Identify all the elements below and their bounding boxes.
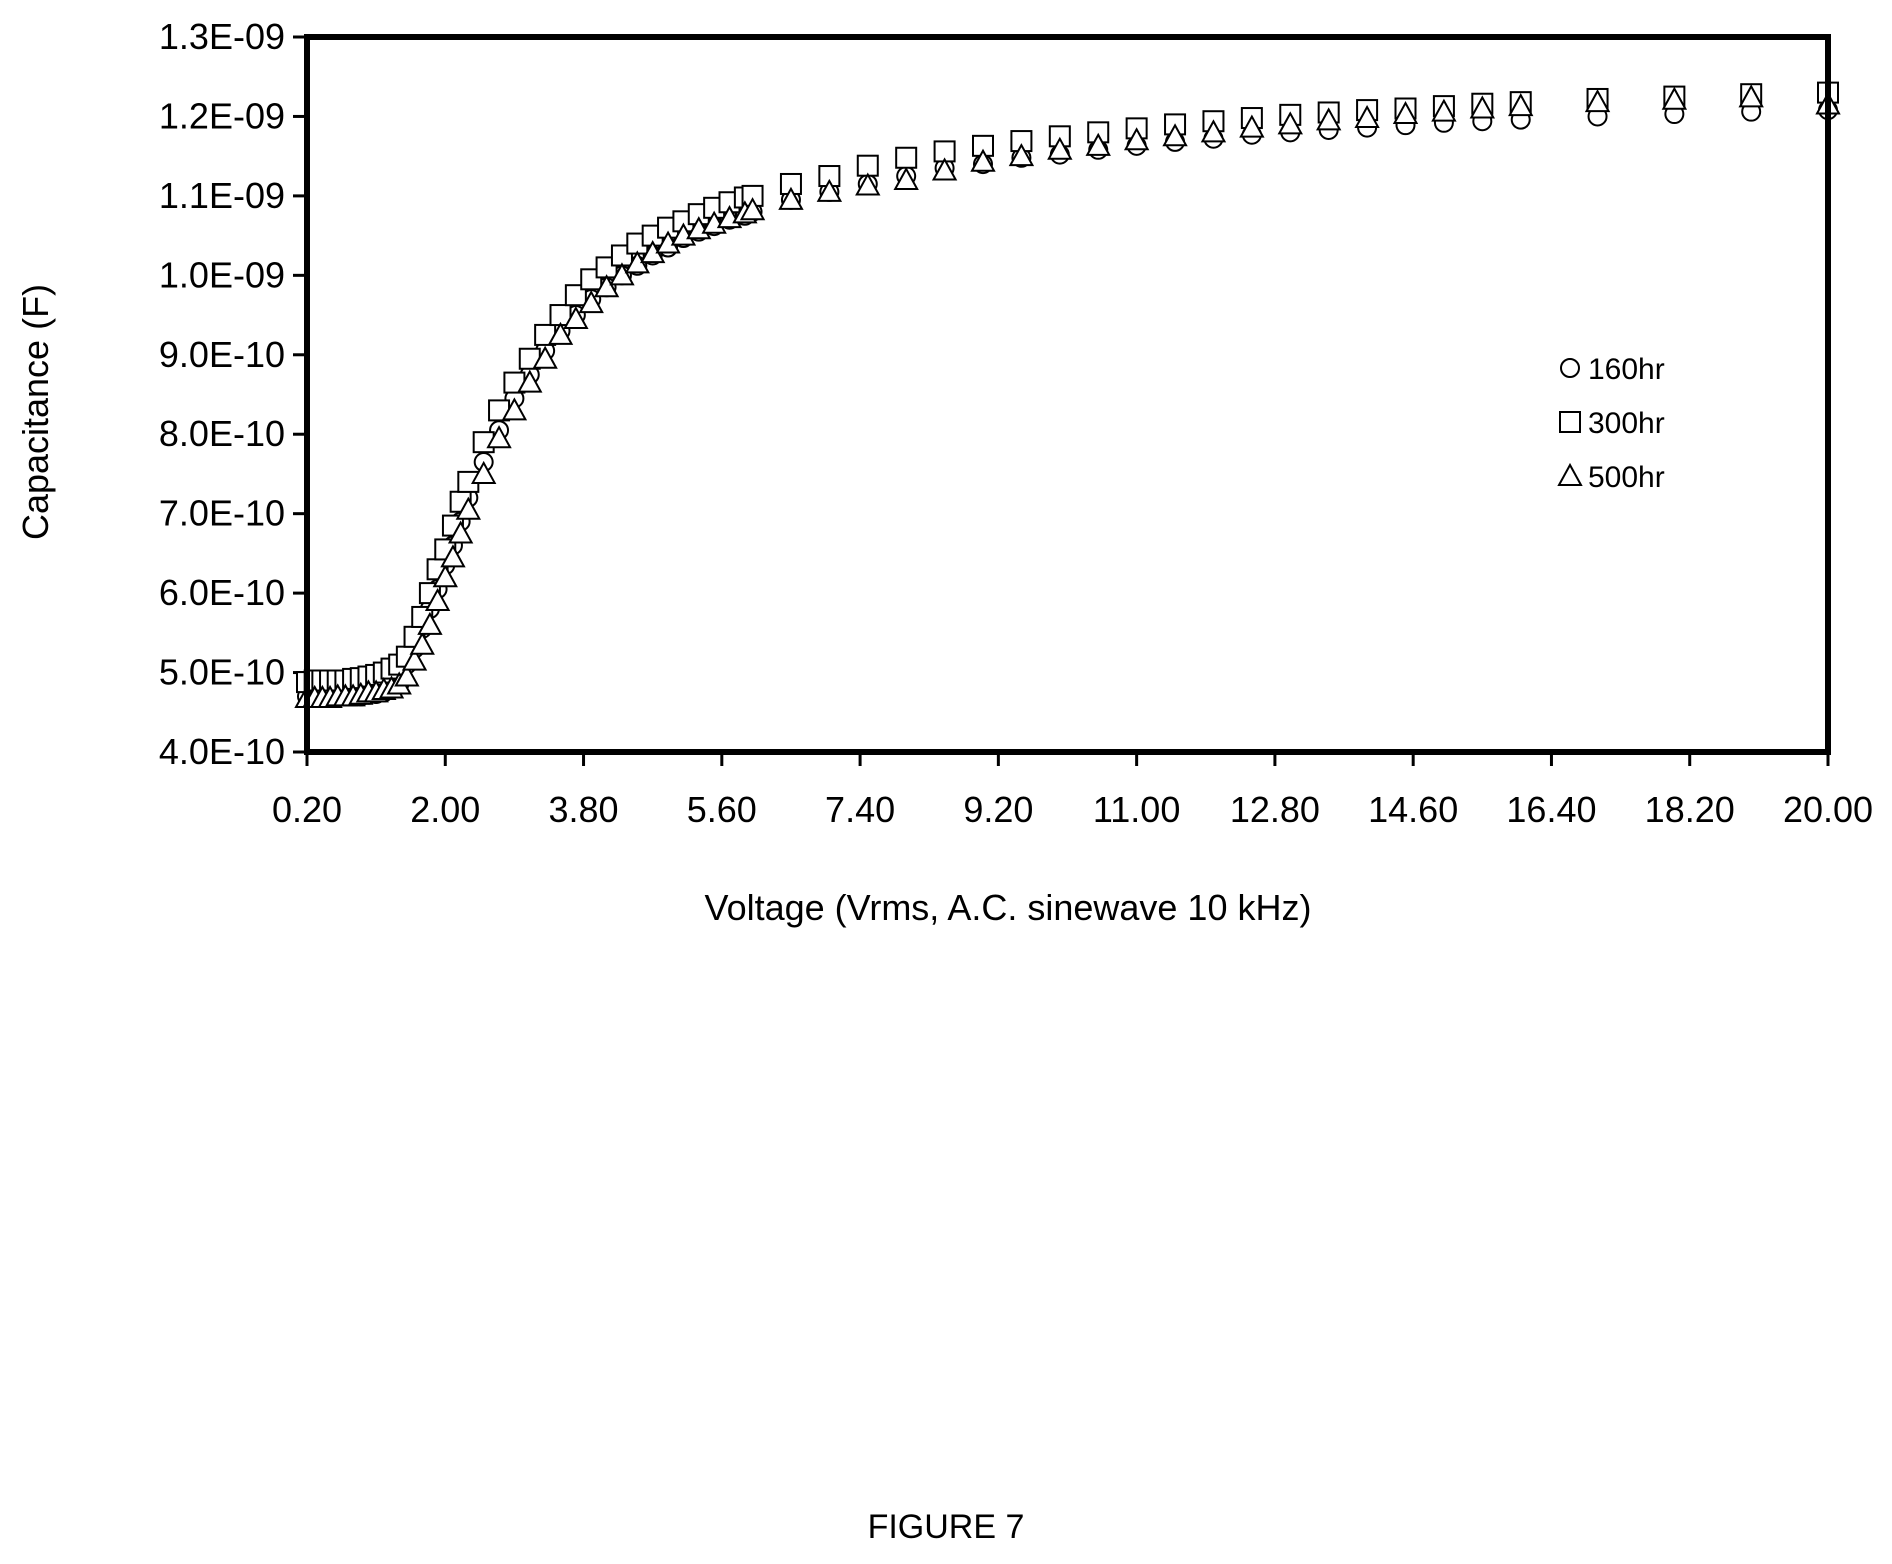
legend-label: 160hr bbox=[1588, 353, 1665, 386]
data-point-triangle bbox=[1085, 132, 1111, 156]
legend-label: 500hr bbox=[1588, 461, 1665, 494]
x-tick-label: 16.40 bbox=[1506, 789, 1596, 830]
data-point-triangle bbox=[432, 564, 458, 588]
data-point-triangle bbox=[1738, 84, 1764, 108]
data-point-triangle bbox=[1200, 119, 1227, 143]
data-point-triangle bbox=[455, 496, 482, 520]
data-point-triangle bbox=[1354, 104, 1380, 129]
data-point-triangle bbox=[417, 611, 443, 635]
x-tick-label: 12.80 bbox=[1230, 789, 1320, 830]
x-tick-label: 11.00 bbox=[1093, 789, 1180, 830]
y-tick-label: 4.0E-10 bbox=[159, 731, 285, 772]
x-tick-label: 0.20 bbox=[272, 789, 342, 830]
data-point-triangle bbox=[1392, 100, 1419, 125]
data-point-triangle bbox=[486, 425, 512, 449]
data-point-triangle bbox=[893, 166, 919, 190]
data-point-triangle bbox=[1661, 86, 1688, 110]
x-axis-ticks: 0.20 2.00 3.80 5.60 7.40 9.20 11.00 12.80 14.60 1… bbox=[272, 752, 1873, 830]
data-point-triangle bbox=[739, 197, 766, 221]
x-tick-label: 9.20 bbox=[963, 789, 1033, 830]
data-point-triangle bbox=[931, 157, 958, 181]
data-point-triangle bbox=[609, 262, 635, 286]
legend-marker-square bbox=[1559, 411, 1581, 433]
y-tick-label: 1.1E-09 bbox=[159, 175, 285, 216]
series-160hr bbox=[297, 100, 1838, 707]
x-tick-label: 18.20 bbox=[1645, 789, 1735, 830]
data-point-triangle bbox=[1162, 123, 1188, 147]
y-tick-label: 6.0E-10 bbox=[159, 572, 285, 613]
data-point-triangle bbox=[394, 663, 420, 687]
legend-marker-triangle bbox=[1557, 462, 1583, 486]
data-point-triangle bbox=[470, 460, 497, 484]
plot-area-frame bbox=[304, 34, 1831, 755]
data-point-triangle bbox=[593, 274, 620, 298]
x-tick-label: 7.40 bbox=[825, 789, 895, 830]
data-point-square bbox=[895, 146, 918, 169]
x-axis-title: Voltage (Vrms, A.C. sinewave 10 kHz) bbox=[705, 887, 1312, 928]
data-point-triangle bbox=[1047, 136, 1073, 160]
data-point-triangle bbox=[517, 369, 543, 393]
y-tick-label: 7.0E-10 bbox=[159, 493, 285, 534]
data-point-triangle bbox=[447, 520, 474, 544]
x-tick-label: 2.00 bbox=[410, 789, 480, 830]
x-tick-label: 5.60 bbox=[687, 789, 757, 830]
figure-caption: FIGURE 7 bbox=[867, 1508, 1025, 1546]
data-point-triangle bbox=[855, 172, 881, 196]
data-point-triangle bbox=[1584, 89, 1611, 113]
y-tick-label: 8.0E-10 bbox=[159, 413, 285, 454]
data-point-triangle bbox=[1508, 93, 1534, 117]
y-tick-label: 1.2E-09 bbox=[159, 95, 285, 136]
x-tick-label: 14.60 bbox=[1368, 789, 1458, 830]
data-point-triangle bbox=[578, 290, 604, 314]
data-point-triangle bbox=[424, 587, 451, 612]
data-point-triangle bbox=[1123, 127, 1150, 151]
data-point-triangle bbox=[1431, 98, 1457, 122]
x-tick-label: 20.00 bbox=[1783, 789, 1873, 830]
series-500hr bbox=[294, 84, 1841, 708]
data-point-triangle bbox=[1008, 143, 1035, 167]
y-axis-ticks: 4.0E-10 5.0E-10 6.0E-10 7.0E-10 8.0E-10 9.0E-… bbox=[159, 16, 307, 772]
data-point-triangle bbox=[409, 631, 435, 655]
data-point-triangle bbox=[970, 148, 996, 172]
data-point-triangle bbox=[1277, 111, 1303, 135]
y-axis-title: Capacitance (F) bbox=[15, 284, 56, 540]
data-point-triangle bbox=[501, 397, 528, 421]
y-tick-label: 1.0E-09 bbox=[159, 254, 285, 295]
legend-marker-circle bbox=[1560, 358, 1580, 378]
data-point-triangle bbox=[547, 321, 574, 345]
data-point-triangle bbox=[440, 544, 466, 568]
data-point-triangle bbox=[1239, 114, 1265, 138]
data-point-triangle bbox=[1469, 95, 1496, 119]
y-tick-label: 1.3E-09 bbox=[159, 16, 285, 57]
data-point-triangle bbox=[778, 186, 804, 210]
y-tick-label: 5.0E-10 bbox=[159, 652, 285, 693]
data-point-triangle bbox=[816, 178, 843, 202]
y-tick-label: 9.0E-10 bbox=[159, 334, 285, 375]
data-point-triangle bbox=[1315, 107, 1342, 131]
data-markers bbox=[294, 81, 1841, 708]
legend: 160hr 300hr 500hr bbox=[1557, 353, 1665, 494]
data-point-triangle bbox=[563, 305, 589, 330]
data-point-triangle bbox=[401, 647, 428, 671]
x-tick-label: 3.80 bbox=[549, 789, 619, 830]
legend-label: 300hr bbox=[1588, 407, 1665, 440]
data-point-triangle bbox=[532, 345, 558, 369]
